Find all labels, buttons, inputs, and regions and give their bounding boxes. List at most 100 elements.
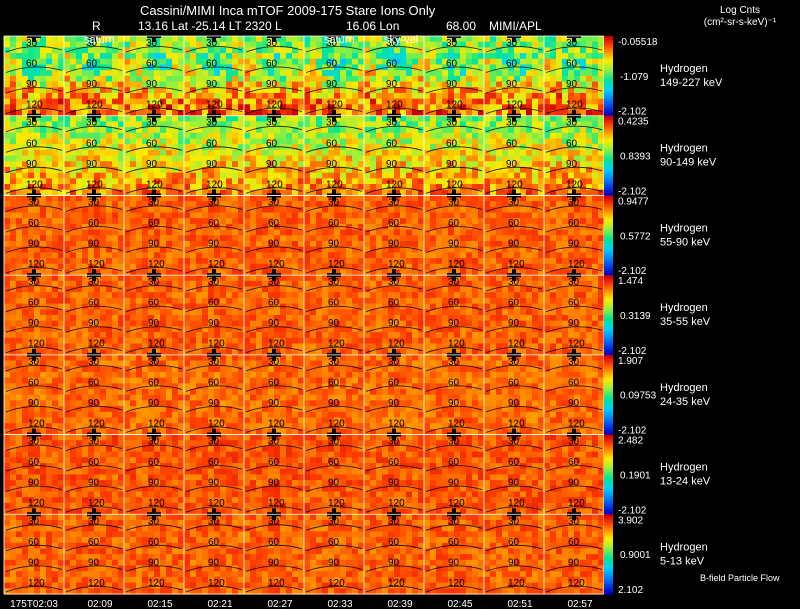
heatmap-cell [172,337,179,345]
heatmap-cell [52,144,59,151]
heatmap-cell [442,246,449,253]
heatmap-cell [34,189,41,197]
heatmap-cell [406,258,413,265]
heatmap-cell [166,104,173,111]
heatmap-cell [238,343,245,350]
heatmap-cell [526,235,533,242]
heatmap-cell [70,332,77,339]
heatmap-cell [184,121,191,128]
heatmap-cell [424,235,431,242]
heatmap-cell [412,218,419,225]
heatmap-cell [352,269,359,276]
heatmap-cell [322,161,329,168]
heatmap-cell [166,275,173,282]
heatmap-cell [106,172,113,179]
heatmap-cell [418,98,425,105]
heatmap-cell [70,275,77,282]
heatmap-cell [106,98,113,105]
heatmap-cell [178,246,185,253]
heatmap-cell [382,178,389,185]
heatmap-cell [520,195,527,202]
heatmap-cell [238,36,245,43]
heatmap-cell [64,104,71,111]
heatmap-cell [298,178,305,185]
heatmap-cell [148,315,155,322]
heatmap-cell [70,104,77,111]
heatmap-cell [484,132,491,140]
heatmap-cell [304,64,311,71]
heatmap-cell [556,235,563,242]
heatmap-cell [562,47,569,54]
heatmap-cell [190,332,197,339]
heatmap-cell [268,246,275,253]
field-line [65,187,123,194]
heatmap-cell [124,58,131,66]
field-line [425,187,483,194]
heatmap-cell [388,195,395,202]
heatmap-cell [196,218,203,225]
heatmap-cell [508,138,515,145]
heatmap-cell [346,206,353,214]
heatmap-cell [496,201,503,208]
heatmap-cell [214,70,221,77]
heatmap-cell [430,110,437,117]
heatmap-cell [280,121,287,128]
heatmap-cell [70,263,77,271]
heatmap-cell [40,280,47,288]
heatmap-cell [598,70,605,77]
heatmap-cell [292,58,299,66]
heatmap-cell [472,144,479,151]
heatmap-cell [268,195,275,202]
heatmap-cell [520,104,527,111]
heatmap-cell [118,127,125,134]
heatmap-cell [550,144,557,151]
heatmap-cell [250,161,257,168]
heatmap-cell [214,166,221,174]
heatmap-cell [82,280,89,288]
heatmap-cell [214,326,221,333]
heatmap-cell [154,87,161,94]
heatmap-cell [466,115,473,122]
heatmap-cell [502,149,509,157]
heatmap-cell [130,81,137,88]
heatmap-cell [58,75,65,83]
heatmap-cell [4,218,11,225]
heatmap-cell [10,58,17,66]
heatmap-cell [160,326,167,333]
heatmap-cell [46,178,53,185]
heatmap-cell [64,144,71,151]
heatmap-cell [226,275,233,282]
heatmap-cell [322,195,329,202]
heatmap-cell [580,166,587,174]
heatmap-cell [208,149,215,157]
heatmap-cell [478,53,485,60]
heatmap-cell [52,64,59,71]
heatmap-cell [58,258,65,265]
heatmap-cell [178,115,185,122]
heatmap-cell [442,189,449,197]
heatmap-cell [82,70,89,77]
heatmap-cell [412,41,419,48]
heatmap-cell [598,144,605,151]
heatmap-cell [190,115,197,122]
heatmap-cell [22,263,29,271]
heatmap-cell [484,223,491,231]
heatmap-cell [124,246,131,253]
heatmap-cell [340,269,347,276]
heatmap-cell [532,269,539,276]
heatmap-cell [46,155,53,162]
heatmap-cell [232,127,239,134]
heatmap-cell [478,229,485,236]
heatmap-cell [346,98,353,105]
heatmap-cell [388,206,395,214]
heatmap-cell [580,132,587,140]
heatmap-cell [202,53,209,60]
heatmap-cell [586,75,593,83]
heatmap-cell [136,132,143,140]
heatmap-cell [424,184,431,191]
heatmap-cell [88,166,95,174]
heatmap-cell [244,121,251,128]
heatmap-cell [226,115,233,122]
heatmap-cell [328,189,335,197]
heatmap-cell [64,280,71,288]
